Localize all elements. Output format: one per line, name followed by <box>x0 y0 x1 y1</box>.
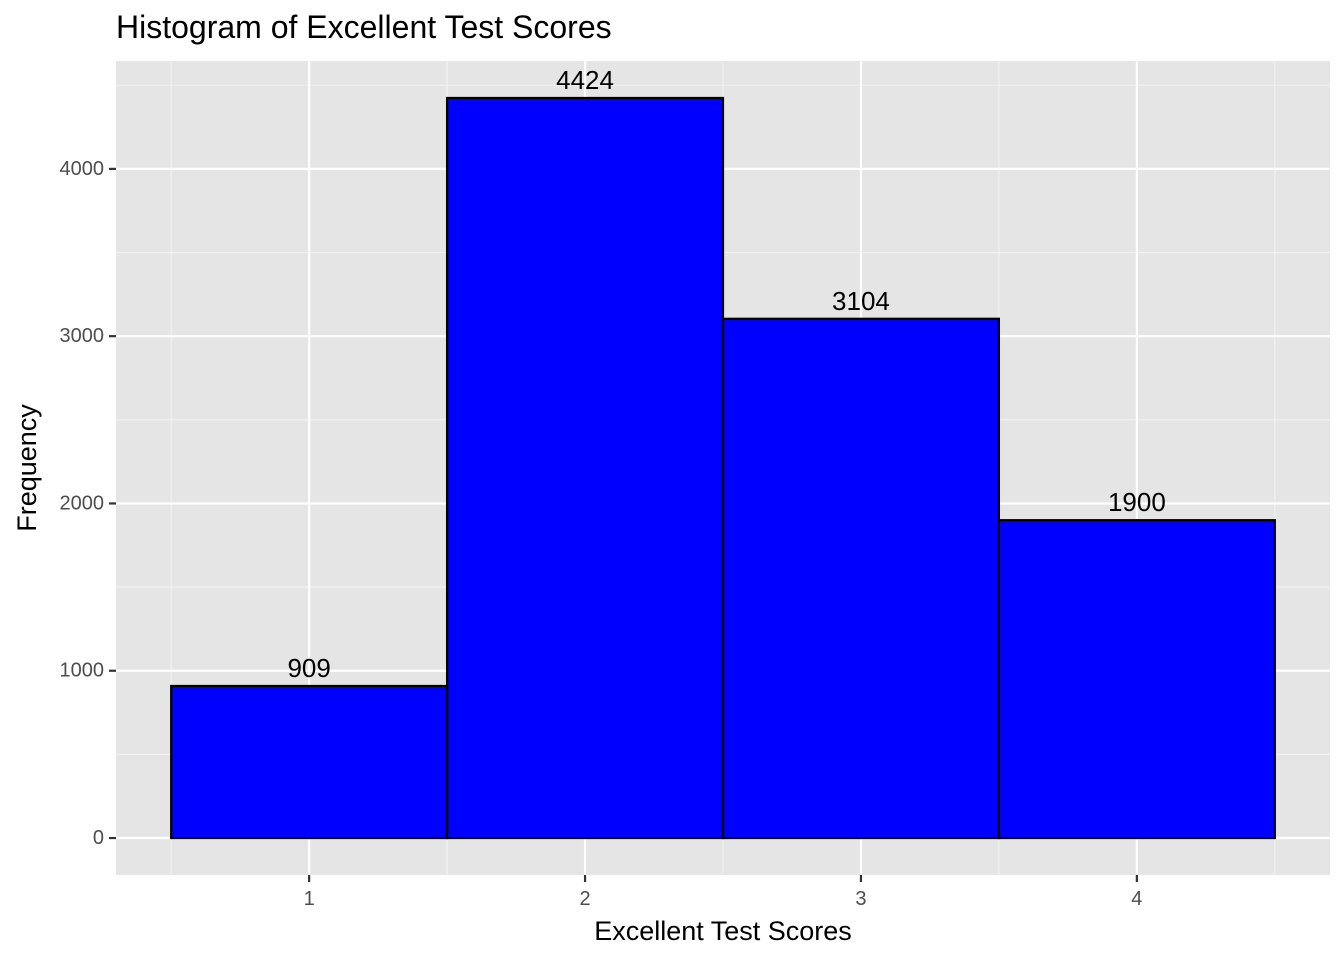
bar-value-label: 1900 <box>1108 487 1166 517</box>
y-tick-label: 2000 <box>60 492 105 514</box>
bar-value-label: 4424 <box>556 65 614 95</box>
bar <box>170 684 449 840</box>
y-tick-label: 4000 <box>60 158 105 180</box>
bar <box>445 96 725 840</box>
bar <box>997 519 1276 840</box>
y-tick-label: 0 <box>93 827 104 849</box>
bars <box>170 96 1276 840</box>
bar <box>721 317 1001 840</box>
x-axis-title: Excellent Test Scores <box>594 916 852 946</box>
y-tick-label: 1000 <box>60 660 105 682</box>
bar-value-label: 909 <box>287 653 330 683</box>
bar-value-label: 3104 <box>832 286 890 316</box>
x-tick-label: 4 <box>1131 888 1142 910</box>
bar-value-labels: 909 4424 3104 1900 <box>287 65 1165 683</box>
x-tick-label: 1 <box>304 888 315 910</box>
x-tick-label: 3 <box>855 888 866 910</box>
y-axis-title: Frequency <box>12 404 42 532</box>
y-tick-label: 3000 <box>60 325 105 347</box>
x-tick-label: 2 <box>579 888 590 910</box>
chart-title: Histogram of Excellent Test Scores <box>116 9 612 45</box>
y-axis: 0 1000 2000 3000 4000 <box>60 158 116 849</box>
x-axis: 1 2 3 4 <box>304 875 1142 910</box>
